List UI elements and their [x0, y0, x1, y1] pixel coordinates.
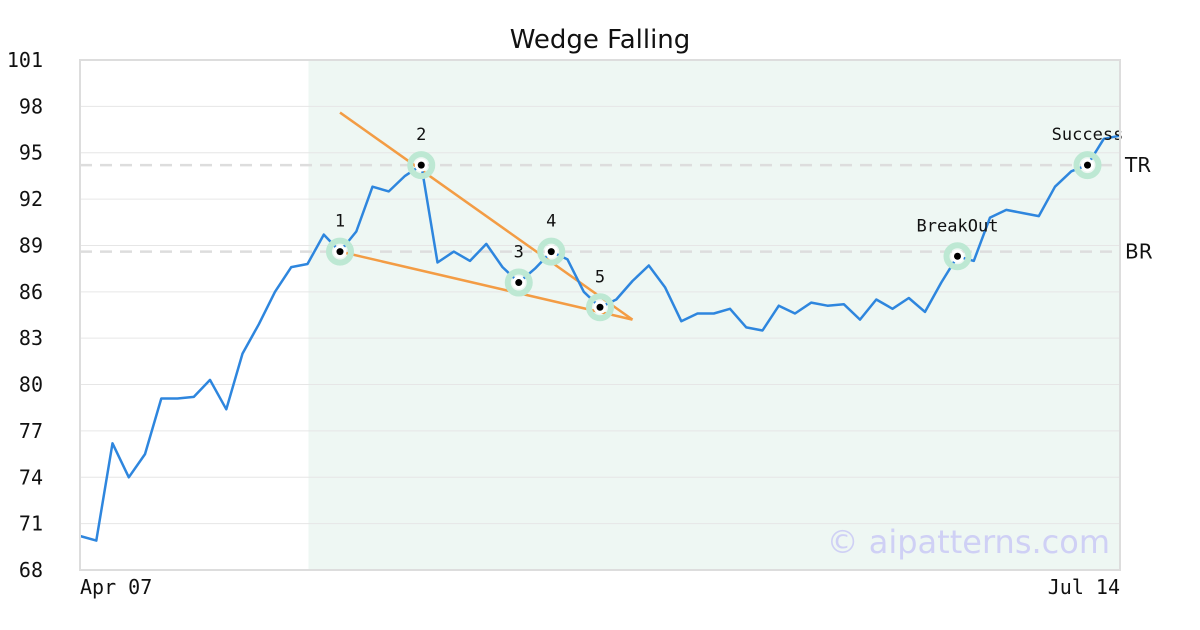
point-marker-halo — [586, 293, 614, 322]
y-tick-label: 98 — [19, 94, 43, 118]
trendline — [339, 111, 634, 321]
plot-frame — [79, 59, 1121, 571]
y-tick-label: 77 — [19, 419, 43, 443]
point-label: 2 — [416, 125, 426, 145]
y-tick-label: 89 — [19, 233, 43, 257]
x-tick-label: Apr 07 — [80, 575, 152, 599]
point-marker — [336, 248, 344, 256]
point-label: BreakOut — [917, 216, 999, 236]
point-label: 3 — [514, 243, 524, 263]
chart-title: Wedge Falling — [510, 25, 691, 55]
watermark-layer: © aipatterns.com — [827, 523, 1110, 561]
y-tick-label: 95 — [19, 141, 43, 165]
point-marker-halo — [1073, 151, 1102, 180]
point-marker-halo — [943, 242, 972, 271]
trendlines — [339, 111, 634, 321]
level-label: BR — [1125, 240, 1153, 264]
y-tick-label: 68 — [19, 558, 43, 582]
point-marker — [1084, 161, 1091, 169]
point-marker-halo — [326, 237, 354, 266]
point-marker-halo — [407, 151, 436, 180]
point-marker-halo — [537, 237, 566, 266]
point-label: 4 — [546, 212, 556, 232]
watermark: © aipatterns.com — [827, 523, 1110, 561]
point-marker — [417, 161, 425, 169]
highlight-layer — [308, 60, 1120, 570]
point-label: 1 — [335, 212, 345, 232]
point-marker — [954, 252, 961, 260]
y-tick-label: 101 — [7, 48, 43, 72]
y-tick-label: 80 — [19, 373, 43, 397]
point-label: Success — [1052, 125, 1124, 145]
y-axis-ticks: 68 71 74 77 80 83 86 89 92 95 98 101 — [7, 48, 43, 582]
y-tick-label: 83 — [19, 326, 43, 350]
pattern-highlight-region — [308, 60, 1120, 570]
x-axis-ticks: Apr 07 Jul 14 — [80, 575, 1120, 599]
point-marker — [515, 279, 523, 287]
trendline — [339, 250, 633, 321]
x-tick-label: Jul 14 — [1048, 575, 1120, 599]
point-marker — [596, 303, 604, 311]
pattern-points: 1 2 3 4 5 BreakOut Success — [326, 125, 1124, 322]
gridlines — [80, 105, 1120, 525]
point-label: 5 — [595, 267, 605, 287]
y-tick-label: 74 — [19, 465, 43, 489]
y-tick-label: 71 — [19, 512, 43, 536]
level-label: TR — [1124, 153, 1151, 177]
point-marker-halo — [504, 268, 533, 297]
y-tick-label: 86 — [19, 280, 43, 304]
point-marker — [547, 248, 555, 256]
y-tick-label: 92 — [19, 187, 43, 211]
